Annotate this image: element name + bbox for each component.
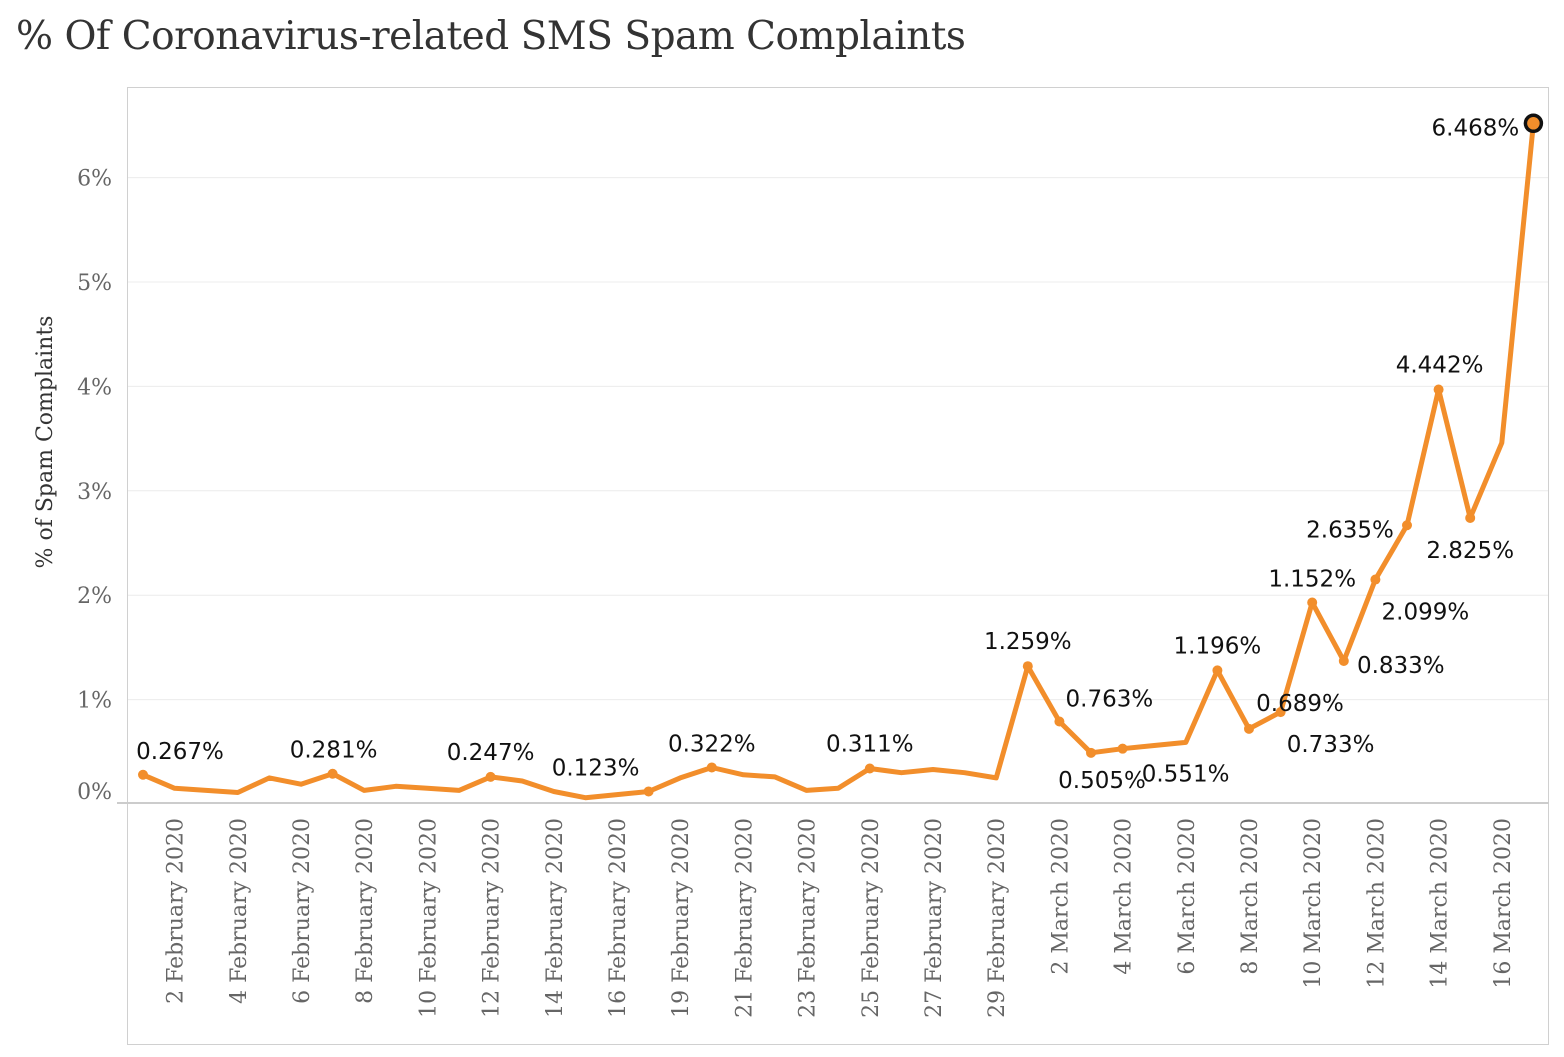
data-label: 0.311%: [826, 732, 914, 758]
y-axis-title: % of Spam Complaints: [33, 316, 58, 569]
data-label: 0.763%: [1066, 687, 1154, 713]
data-point: [138, 769, 148, 780]
data-point: [1022, 661, 1033, 672]
x-tick-label: 12 March 2020: [1364, 818, 1389, 989]
y-tick-label: 5%: [77, 271, 112, 296]
data-label: 0.267%: [136, 739, 224, 765]
y-tick-label: 1%: [77, 689, 112, 714]
chart-title: % Of Coronavirus-related SMS Spam Compla…: [16, 14, 966, 59]
data-label: 0.833%: [1357, 653, 1445, 679]
data-point: [1244, 723, 1254, 734]
y-axis-ticks: 0% 1% 2% 3% 4% 5% 6%: [77, 167, 112, 805]
x-tick-label: 19 February 2020: [669, 818, 694, 1018]
data-label: 2.099%: [1382, 600, 1470, 626]
data-point: [1523, 113, 1544, 134]
data-label: 0.322%: [668, 731, 756, 757]
data-point: [1054, 716, 1065, 727]
data-point: [864, 763, 875, 774]
x-tick-label: 29 February 2020: [985, 818, 1010, 1018]
data-label: 0.505%: [1058, 768, 1146, 794]
x-tick-label: 14 March 2020: [1428, 818, 1453, 989]
data-point: [1433, 384, 1444, 395]
series-line: [142, 123, 1536, 801]
x-tick-label: 21 February 2020: [732, 818, 757, 1018]
data-label: 1.152%: [1268, 567, 1356, 593]
data-label: 0.689%: [1256, 691, 1344, 717]
x-tick-label: 6 February 2020: [290, 818, 315, 1004]
x-tick-label: 16 March 2020: [1491, 818, 1516, 989]
x-tick-label: 10 February 2020: [416, 818, 441, 1018]
data-point: [1212, 665, 1223, 676]
x-tick-label: 4 March 2020: [1112, 818, 1137, 975]
data-point: [1086, 747, 1096, 758]
data-point: [1338, 655, 1349, 666]
data-label: 2.635%: [1306, 517, 1394, 543]
data-points: [138, 113, 1544, 797]
data-label: 4.442%: [1396, 353, 1484, 379]
data-label: 1.196%: [1174, 633, 1262, 659]
data-label: 6.468%: [1432, 115, 1520, 141]
data-labels: 0.267% 0.281% 0.247% 0.123% 0.322% 0.311% 1.25…: [136, 115, 1519, 794]
data-point: [327, 768, 338, 779]
data-point: [1275, 707, 1286, 718]
data-label: 0.281%: [290, 738, 378, 764]
x-tick-label: 12 February 2020: [480, 818, 505, 1018]
data-point: [485, 771, 496, 782]
x-tick-label: 16 February 2020: [606, 818, 631, 1018]
data-point: [1370, 574, 1381, 585]
data-label: 0.123%: [552, 755, 640, 781]
data-point: [643, 786, 654, 797]
x-tick-label: 6 March 2020: [1175, 818, 1200, 975]
data-label: 0.247%: [447, 740, 535, 766]
y-tick-label: 4%: [77, 375, 112, 400]
x-tick-label: 23 February 2020: [796, 818, 821, 1018]
x-tick-label: 14 February 2020: [543, 818, 568, 1018]
x-axis-ticks: 2 February 2020 4 February 2020 6 February…: [164, 818, 1516, 1018]
y-tick-label: 2%: [77, 584, 112, 609]
data-label: 2.825%: [1426, 538, 1514, 564]
data-label: 0.551%: [1142, 762, 1230, 788]
data-label: 1.259%: [984, 629, 1072, 655]
x-tick-label: 8 March 2020: [1238, 818, 1263, 975]
plot-border: [127, 87, 1549, 1045]
x-tick-label: 8 February 2020: [353, 818, 378, 1004]
x-tick-label: 27 February 2020: [922, 818, 947, 1018]
gridlines: [128, 177, 1548, 701]
x-tick-label: 2 February 2020: [164, 818, 189, 1004]
y-tick-label: 6%: [77, 167, 112, 192]
x-tick-label: 4 February 2020: [227, 818, 252, 1004]
data-point: [706, 762, 717, 773]
data-point: [1402, 520, 1412, 531]
y-tick-label: 0%: [77, 780, 112, 805]
data-point: [1117, 743, 1128, 754]
x-tick-label: 25 February 2020: [859, 818, 884, 1018]
x-tick-label: 2 March 2020: [1048, 818, 1073, 975]
x-tick-label: 10 March 2020: [1301, 818, 1326, 989]
y-tick-label: 3%: [77, 480, 112, 505]
data-point: [1465, 512, 1476, 523]
data-point: [1307, 597, 1318, 608]
data-label: 0.733%: [1287, 732, 1375, 758]
